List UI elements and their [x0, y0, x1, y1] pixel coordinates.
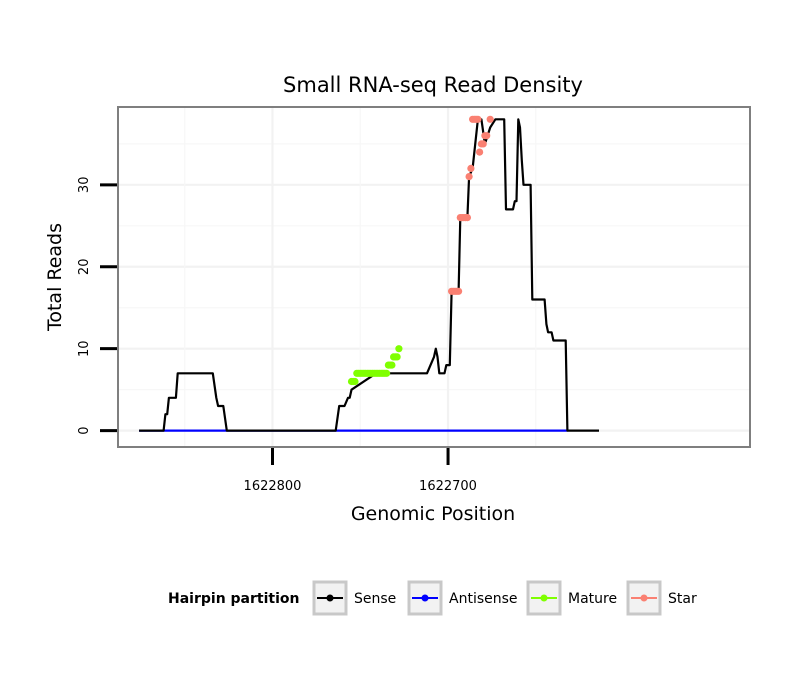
star-point-20 — [483, 132, 491, 140]
legend-title: Hairpin partition — [168, 591, 299, 607]
star-point-9 — [463, 214, 471, 222]
legend-key-antisense-marker — [421, 594, 429, 602]
mature-point-2 — [351, 377, 359, 386]
legend-label-mature: Mature — [568, 591, 617, 607]
y-tick-label-1: 10 — [77, 340, 92, 357]
legend-key-sense-marker — [326, 594, 334, 602]
x-tick-label-0: 1622800 — [244, 479, 302, 494]
panel-border — [117, 106, 751, 448]
axis-layer: 0 10 20 30 1622800 1622700 — [77, 177, 477, 494]
mature-point-23 — [388, 361, 396, 369]
y-tick-label-2: 20 — [77, 259, 92, 276]
legend-label-antisense: Antisense — [449, 591, 518, 607]
legend-label-star: Star — [668, 591, 697, 607]
grid-layer — [118, 107, 750, 447]
star-point-18 — [479, 140, 487, 148]
y-tick-label-0: 0 — [77, 426, 92, 434]
star-point-21 — [486, 115, 494, 123]
x-tick-label-1: 1622700 — [419, 479, 477, 494]
mature-point-26 — [393, 353, 401, 361]
legend-key-mature-marker — [540, 594, 548, 602]
y-axis-title: Total Reads — [44, 223, 66, 332]
mature-point-20 — [383, 369, 391, 377]
star-point-4 — [455, 287, 463, 295]
legend-key-star-marker — [640, 594, 648, 602]
x-axis-title: Genomic Position — [351, 503, 515, 525]
star-point-11 — [467, 164, 475, 172]
legend-label-sense: Sense — [354, 591, 396, 607]
star-point-15 — [474, 115, 482, 123]
legend: Hairpin partition Sense Antisense Mature St… — [168, 580, 697, 616]
star-point-16 — [476, 148, 484, 156]
y-tick-label-3: 30 — [77, 177, 92, 194]
star-point-10 — [465, 173, 473, 181]
chart-title: Small RNA-seq Read Density — [283, 73, 583, 97]
series-layer — [139, 115, 599, 432]
mature-point-27 — [395, 345, 403, 353]
